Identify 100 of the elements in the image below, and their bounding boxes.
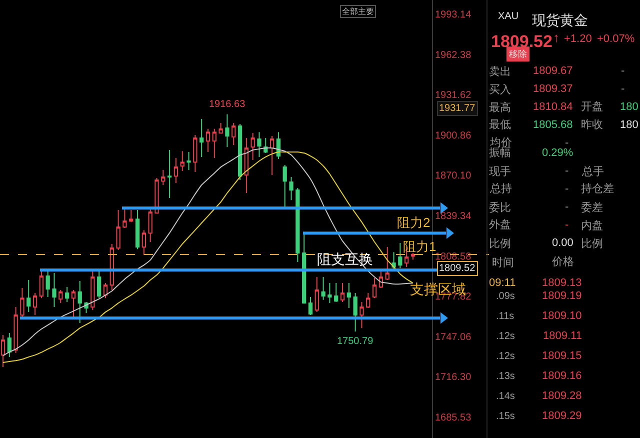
y-tick-label: 1931.62 [435,90,472,102]
text: 比例 [489,237,511,250]
candlestick [296,188,300,263]
text: 1809.29 [542,410,582,422]
candlestick [193,134,198,173]
annotation: 全部主要 [342,7,374,16]
text: 1809.67 [533,65,573,77]
candlestick [225,114,230,148]
candlestick [64,286,70,302]
text: 开盘 [581,101,603,113]
candlestick [321,276,326,300]
candlestick [328,282,332,304]
text: 1809.19 [542,290,582,302]
text: 1809.10 [542,310,582,322]
text: 总手 [581,165,604,178]
candlestick [340,282,345,302]
candlestick [71,289,76,318]
candlestick [14,306,18,354]
text: 最低 [489,119,511,131]
candlestick [289,176,294,201]
text: 1809.28 [542,390,582,402]
text: - [621,65,625,77]
text: .12s [496,351,515,362]
candlestick [238,123,242,181]
text: .15s [496,411,515,422]
candlestick [398,242,402,269]
candlestick [244,137,248,194]
text: 昨收 [581,119,603,131]
candlestick [346,282,351,309]
candlestick [366,292,370,309]
candlestick [276,132,281,160]
candlestick [180,150,184,172]
candlestick [378,270,384,288]
text: 09:11 [489,277,516,289]
candlestick [385,246,390,280]
candlestick [200,118,204,158]
text: 外盘 [489,219,511,231]
candlestick [129,210,134,223]
candlestick [97,270,102,299]
text: ↑ [553,30,560,45]
ref-line-label: 1809.52 [439,263,476,274]
text: 最高 [489,101,511,114]
y-tick-label: 1839.34 [435,210,472,222]
ref-line-label: 阻力1 [403,239,436,254]
y-tick-label: 1685.53 [435,412,472,424]
candlestick [52,272,56,308]
text: .14s [496,391,515,402]
text: 移除 [509,49,527,59]
candlestick [257,132,262,158]
candlestick [32,292,38,316]
candlestick [46,270,50,298]
text: 持仓差 [581,183,614,195]
text: - [565,165,569,177]
text: 价格 [551,256,574,268]
y-tick-label: 1747.06 [435,332,472,343]
candlestick [135,210,140,250]
candlestick [122,208,127,228]
ref-line-label: 阻支互换 [317,251,373,267]
candlestick [161,170,166,186]
candlestick [218,122,223,134]
text: - [621,83,625,95]
text: 现手 [489,165,511,178]
text: 1809.37 [533,83,573,95]
text: 0.29% [542,147,574,159]
text: 振幅 [489,147,511,159]
candlestick [308,296,313,316]
text: 委比 [489,201,511,214]
candlestick [20,287,24,318]
candlestick [167,150,172,198]
text: 1809.15 [542,350,582,362]
text: 均价 [489,137,512,149]
candlestick [232,122,236,146]
candlestick [392,252,396,271]
text: .09s [496,291,515,302]
text: 委差 [581,201,603,214]
y-tick-label: 1716.30 [435,372,472,384]
text: 内盘 [581,219,603,232]
candlestick [270,136,274,176]
candlestick [39,270,44,299]
ref-line-label: 阻力2 [397,215,430,230]
candlestick [90,270,95,310]
text: 1810.84 [533,101,573,113]
text: - [565,183,569,195]
text: 买入 [489,83,511,96]
text: XAU [498,11,519,22]
text: - [565,201,569,213]
candlestick [7,332,12,358]
candlestick [154,178,159,214]
text: 现货黄金 [532,12,588,28]
candlestick [212,128,216,159]
candlestick [314,276,319,312]
text: .11s [496,311,514,322]
candlestick [302,232,306,304]
text: 1931.77 [439,103,476,114]
candlestick [334,282,338,302]
text: 180 [620,101,638,113]
text: +1.20 [564,33,592,45]
text: 比例 [581,237,603,250]
text: 总持 [489,182,512,195]
candlestick [58,289,63,304]
